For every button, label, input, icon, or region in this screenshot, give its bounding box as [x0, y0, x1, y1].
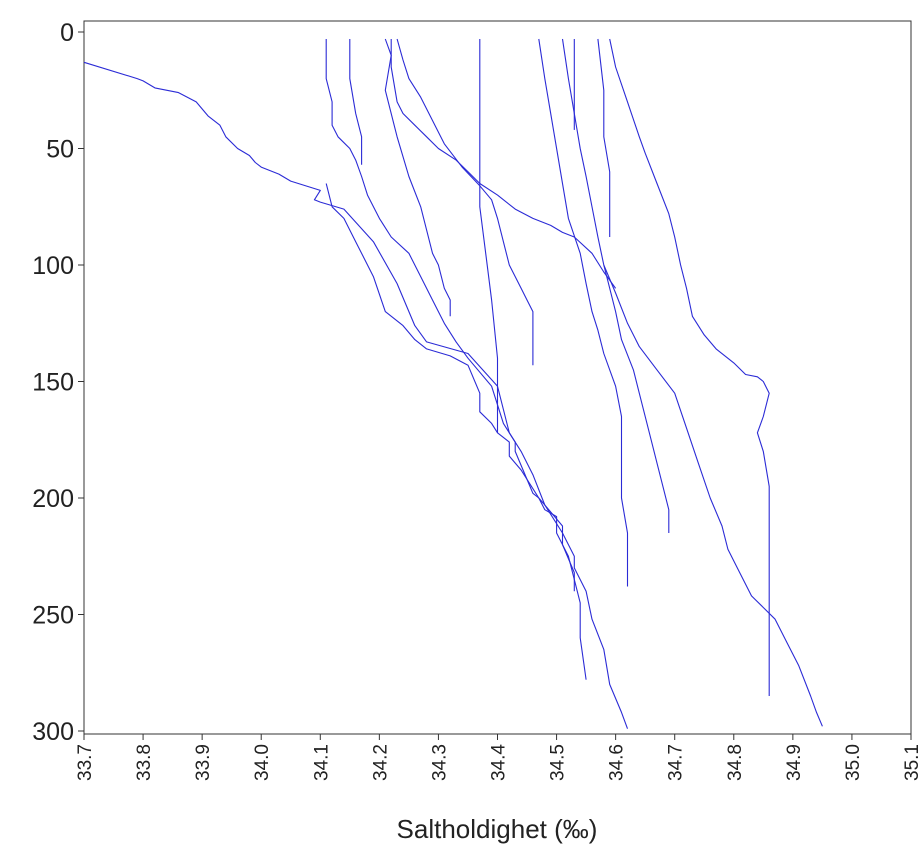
profile-line-7	[396, 38, 534, 366]
x-tick-label: 34.1	[311, 744, 332, 781]
y-tick-label: 250	[32, 602, 74, 630]
x-tick-label: 34.4	[489, 744, 510, 781]
profile-line-13	[609, 38, 770, 696]
y-tick-label: 300	[32, 718, 74, 746]
y-tick-label: 200	[32, 485, 74, 513]
x-tick-label: 34.0	[252, 744, 273, 781]
x-tick-label: 33.7	[75, 744, 96, 781]
x-tick-label: 34.8	[725, 744, 746, 781]
profile-line-14	[603, 264, 823, 727]
y-axis: 0 50 100 150 200 250 300	[32, 19, 84, 746]
x-tick-label: 34.3	[429, 744, 450, 781]
x-axis: 33.7 33.8 33.9 34.0 34.1 34.2 34.3 34.4 34.5 34.6…	[75, 734, 921, 781]
y-tick-label: 100	[32, 252, 74, 280]
profile-line-9	[538, 38, 629, 587]
profile-line-4	[349, 39, 363, 165]
profile-line-1	[83, 61, 629, 729]
y-tick-label: 50	[46, 136, 74, 164]
profile-line-8	[479, 39, 499, 433]
y-tick-label: 0	[60, 19, 74, 47]
profile-line-5	[384, 38, 451, 317]
x-tick-label: 34.2	[370, 744, 391, 781]
x-tick-label: 33.9	[193, 744, 214, 781]
x-tick-label: 34.5	[548, 744, 569, 781]
x-axis-title: Saltholdighet (‰)	[397, 814, 598, 844]
x-tick-label: 34.7	[666, 744, 687, 781]
y-tick-label: 150	[32, 369, 74, 397]
profile-line-3	[325, 39, 575, 592]
x-tick-label: 34.6	[607, 744, 628, 781]
x-tick-label: 35.1	[902, 744, 921, 781]
profile-line-12	[597, 38, 611, 237]
series-layer	[83, 38, 823, 729]
x-tick-label: 34.9	[784, 744, 805, 781]
x-tick-label: 35.0	[843, 744, 864, 781]
profile-line-10	[561, 38, 670, 533]
x-tick-label: 33.8	[134, 744, 155, 781]
